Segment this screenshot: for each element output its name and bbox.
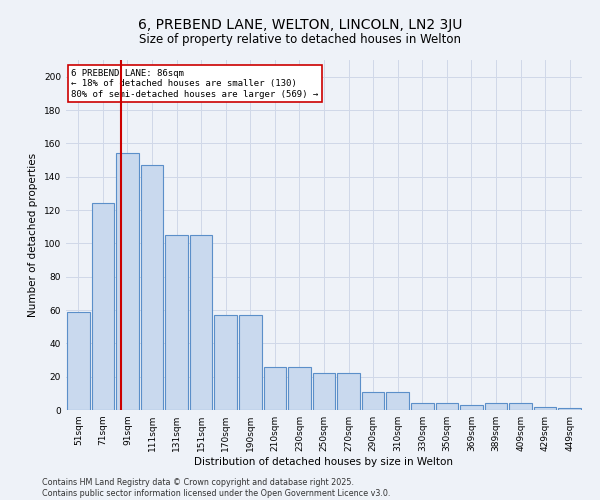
Text: 6, PREBEND LANE, WELTON, LINCOLN, LN2 3JU: 6, PREBEND LANE, WELTON, LINCOLN, LN2 3J… <box>138 18 462 32</box>
Bar <box>140 165 163 410</box>
Bar <box>534 406 556 410</box>
Bar <box>313 374 335 410</box>
Bar <box>362 392 385 410</box>
Bar <box>436 404 458 410</box>
Bar <box>411 404 434 410</box>
Text: Contains HM Land Registry data © Crown copyright and database right 2025.
Contai: Contains HM Land Registry data © Crown c… <box>42 478 391 498</box>
Bar <box>116 154 139 410</box>
Bar <box>263 366 286 410</box>
X-axis label: Distribution of detached houses by size in Welton: Distribution of detached houses by size … <box>194 457 454 467</box>
Text: Size of property relative to detached houses in Welton: Size of property relative to detached ho… <box>139 32 461 46</box>
Bar <box>165 235 188 410</box>
Text: 6 PREBEND LANE: 86sqm
← 18% of detached houses are smaller (130)
80% of semi-det: 6 PREBEND LANE: 86sqm ← 18% of detached … <box>71 69 319 98</box>
Bar <box>485 404 508 410</box>
Bar <box>190 235 212 410</box>
Bar <box>67 312 89 410</box>
Bar <box>386 392 409 410</box>
Bar <box>214 315 237 410</box>
Bar <box>288 366 311 410</box>
Y-axis label: Number of detached properties: Number of detached properties <box>28 153 38 317</box>
Bar <box>509 404 532 410</box>
Bar <box>460 405 483 410</box>
Bar <box>239 315 262 410</box>
Bar <box>559 408 581 410</box>
Bar <box>337 374 360 410</box>
Bar <box>92 204 114 410</box>
